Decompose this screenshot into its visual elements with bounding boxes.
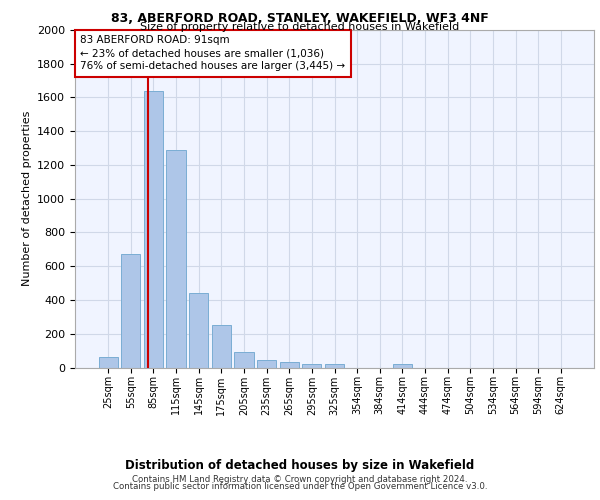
Text: Distribution of detached houses by size in Wakefield: Distribution of detached houses by size … — [125, 460, 475, 472]
Bar — [235, 352, 254, 368]
Text: Contains HM Land Registry data © Crown copyright and database right 2024.: Contains HM Land Registry data © Crown c… — [132, 474, 468, 484]
Text: Contains public sector information licensed under the Open Government Licence v3: Contains public sector information licen… — [113, 482, 487, 491]
Bar — [166, 150, 186, 368]
Bar — [302, 364, 322, 368]
Bar — [280, 362, 299, 368]
Text: Size of property relative to detached houses in Wakefield: Size of property relative to detached ho… — [140, 22, 460, 32]
Bar — [257, 360, 276, 368]
Bar — [144, 90, 163, 368]
Bar — [393, 364, 412, 368]
Bar — [212, 326, 231, 368]
Bar — [189, 293, 208, 368]
Y-axis label: Number of detached properties: Number of detached properties — [22, 111, 32, 286]
Bar — [325, 364, 344, 368]
Text: 83 ABERFORD ROAD: 91sqm
← 23% of detached houses are smaller (1,036)
76% of semi: 83 ABERFORD ROAD: 91sqm ← 23% of detache… — [80, 35, 346, 72]
Bar — [98, 356, 118, 368]
Text: 83, ABERFORD ROAD, STANLEY, WAKEFIELD, WF3 4NF: 83, ABERFORD ROAD, STANLEY, WAKEFIELD, W… — [111, 12, 489, 24]
Bar — [121, 254, 140, 368]
